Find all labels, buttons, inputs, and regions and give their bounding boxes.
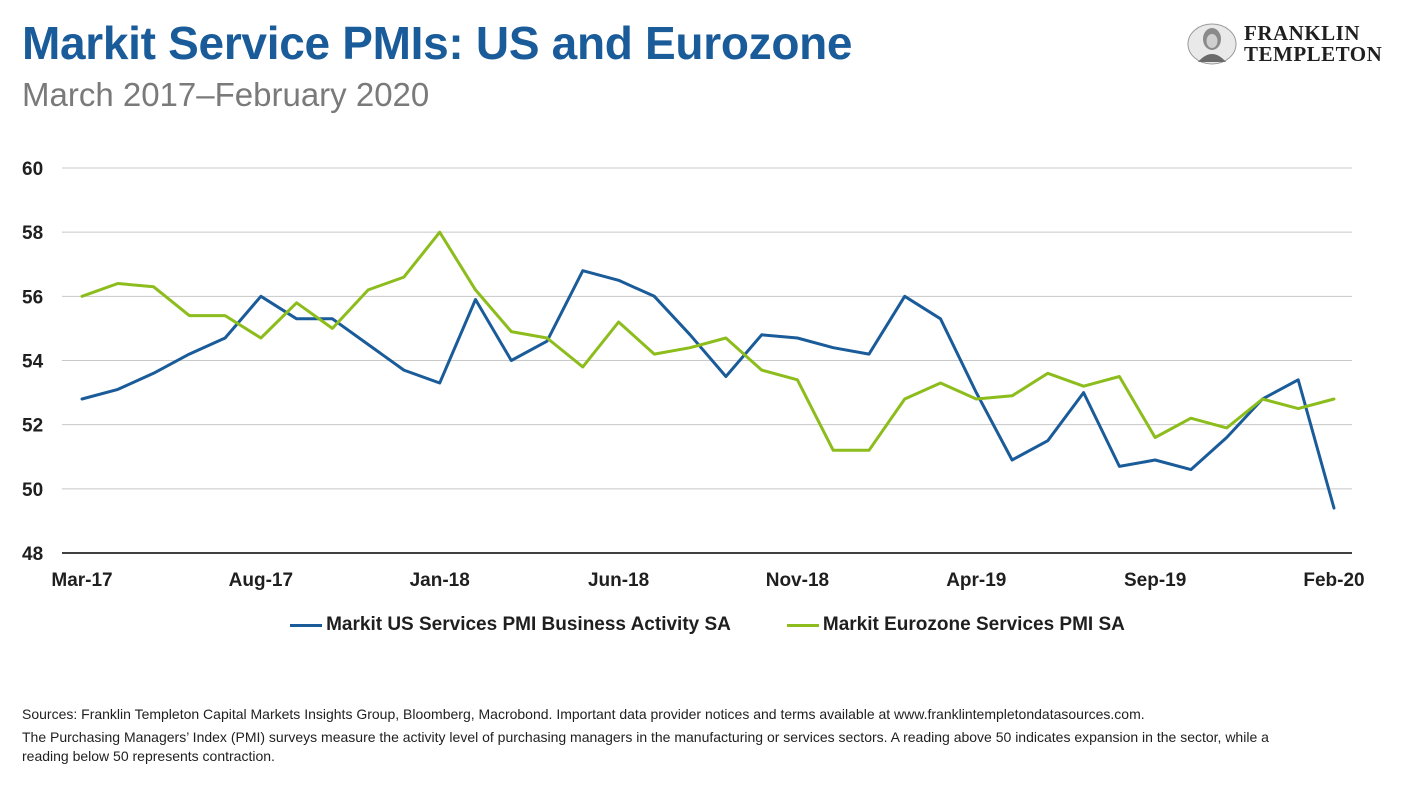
portrait-emblem-icon bbox=[1187, 23, 1237, 65]
footer-notes: Sources: Franklin Templeton Capital Mark… bbox=[22, 705, 1312, 770]
series-line-us bbox=[80, 269, 1336, 510]
x-tick-label-Jun-18: Jun-18 bbox=[588, 570, 649, 591]
y-axis-ticks: 48 50 52 54 56 58 60 bbox=[22, 159, 44, 565]
sources-note: Sources: Franklin Templeton Capital Mark… bbox=[22, 706, 1145, 722]
x-tick-label-Jan-18: Jan-18 bbox=[410, 570, 470, 591]
series-line-eurozone bbox=[80, 230, 1336, 452]
x-tick-label-Aug-17: Aug-17 bbox=[229, 570, 293, 591]
x-tick-label-Nov-18: Nov-18 bbox=[766, 570, 829, 591]
legend-item-eurozone: Markit Eurozone Services PMI SA bbox=[786, 614, 1125, 636]
x-tick-label-Feb-20: Feb-20 bbox=[1303, 570, 1364, 591]
x-tick-label-Mar-17: Mar-17 bbox=[51, 570, 112, 591]
y-tick-label-58: 58 bbox=[22, 223, 43, 244]
logo-line-1: FRANKLIN bbox=[1244, 21, 1361, 45]
y-tick-label-52: 52 bbox=[22, 416, 43, 437]
legend-swatch-eurozone bbox=[786, 623, 819, 627]
gridlines bbox=[62, 167, 1352, 554]
legend-item-us: Markit US Services PMI Business Activity… bbox=[290, 614, 731, 636]
logo-line-2: TEMPLETON bbox=[1244, 42, 1383, 66]
legend: Markit US Services PMI Business Activity… bbox=[0, 614, 1415, 636]
x-tick-label-Apr-19: Apr-19 bbox=[946, 570, 1006, 591]
chart-subtitle: March 2017–February 2020 bbox=[22, 76, 430, 113]
y-tick-label-50: 50 bbox=[22, 480, 43, 501]
y-tick-label-48: 48 bbox=[22, 544, 43, 565]
pmi-definition-note: The Purchasing Managers’ Index (PMI) sur… bbox=[22, 729, 1269, 764]
y-tick-label-60: 60 bbox=[22, 159, 43, 180]
legend-label-eurozone: Markit Eurozone Services PMI SA bbox=[822, 614, 1125, 635]
legend-swatch-us bbox=[290, 623, 323, 627]
franklin-templeton-logo: FRANKLIN TEMPLETON bbox=[1186, 22, 1391, 66]
y-tick-label-56: 56 bbox=[22, 287, 43, 308]
y-tick-label-54: 54 bbox=[22, 352, 44, 373]
series-lines bbox=[80, 230, 1336, 510]
line-chart: 48 50 52 54 56 58 60 Mar-17 Aug-17 Jan-18 Jun-18 N… bbox=[22, 159, 1365, 591]
legend-label-us: Markit US Services PMI Business Activity… bbox=[326, 614, 731, 635]
x-tick-label-Sep-19: Sep-19 bbox=[1124, 570, 1186, 591]
x-axis-ticks: Mar-17 Aug-17 Jan-18 Jun-18 Nov-18 Apr-19 Sep-… bbox=[51, 570, 1364, 591]
chart-title: Markit Service PMIs: US and Eurozone bbox=[22, 17, 853, 69]
